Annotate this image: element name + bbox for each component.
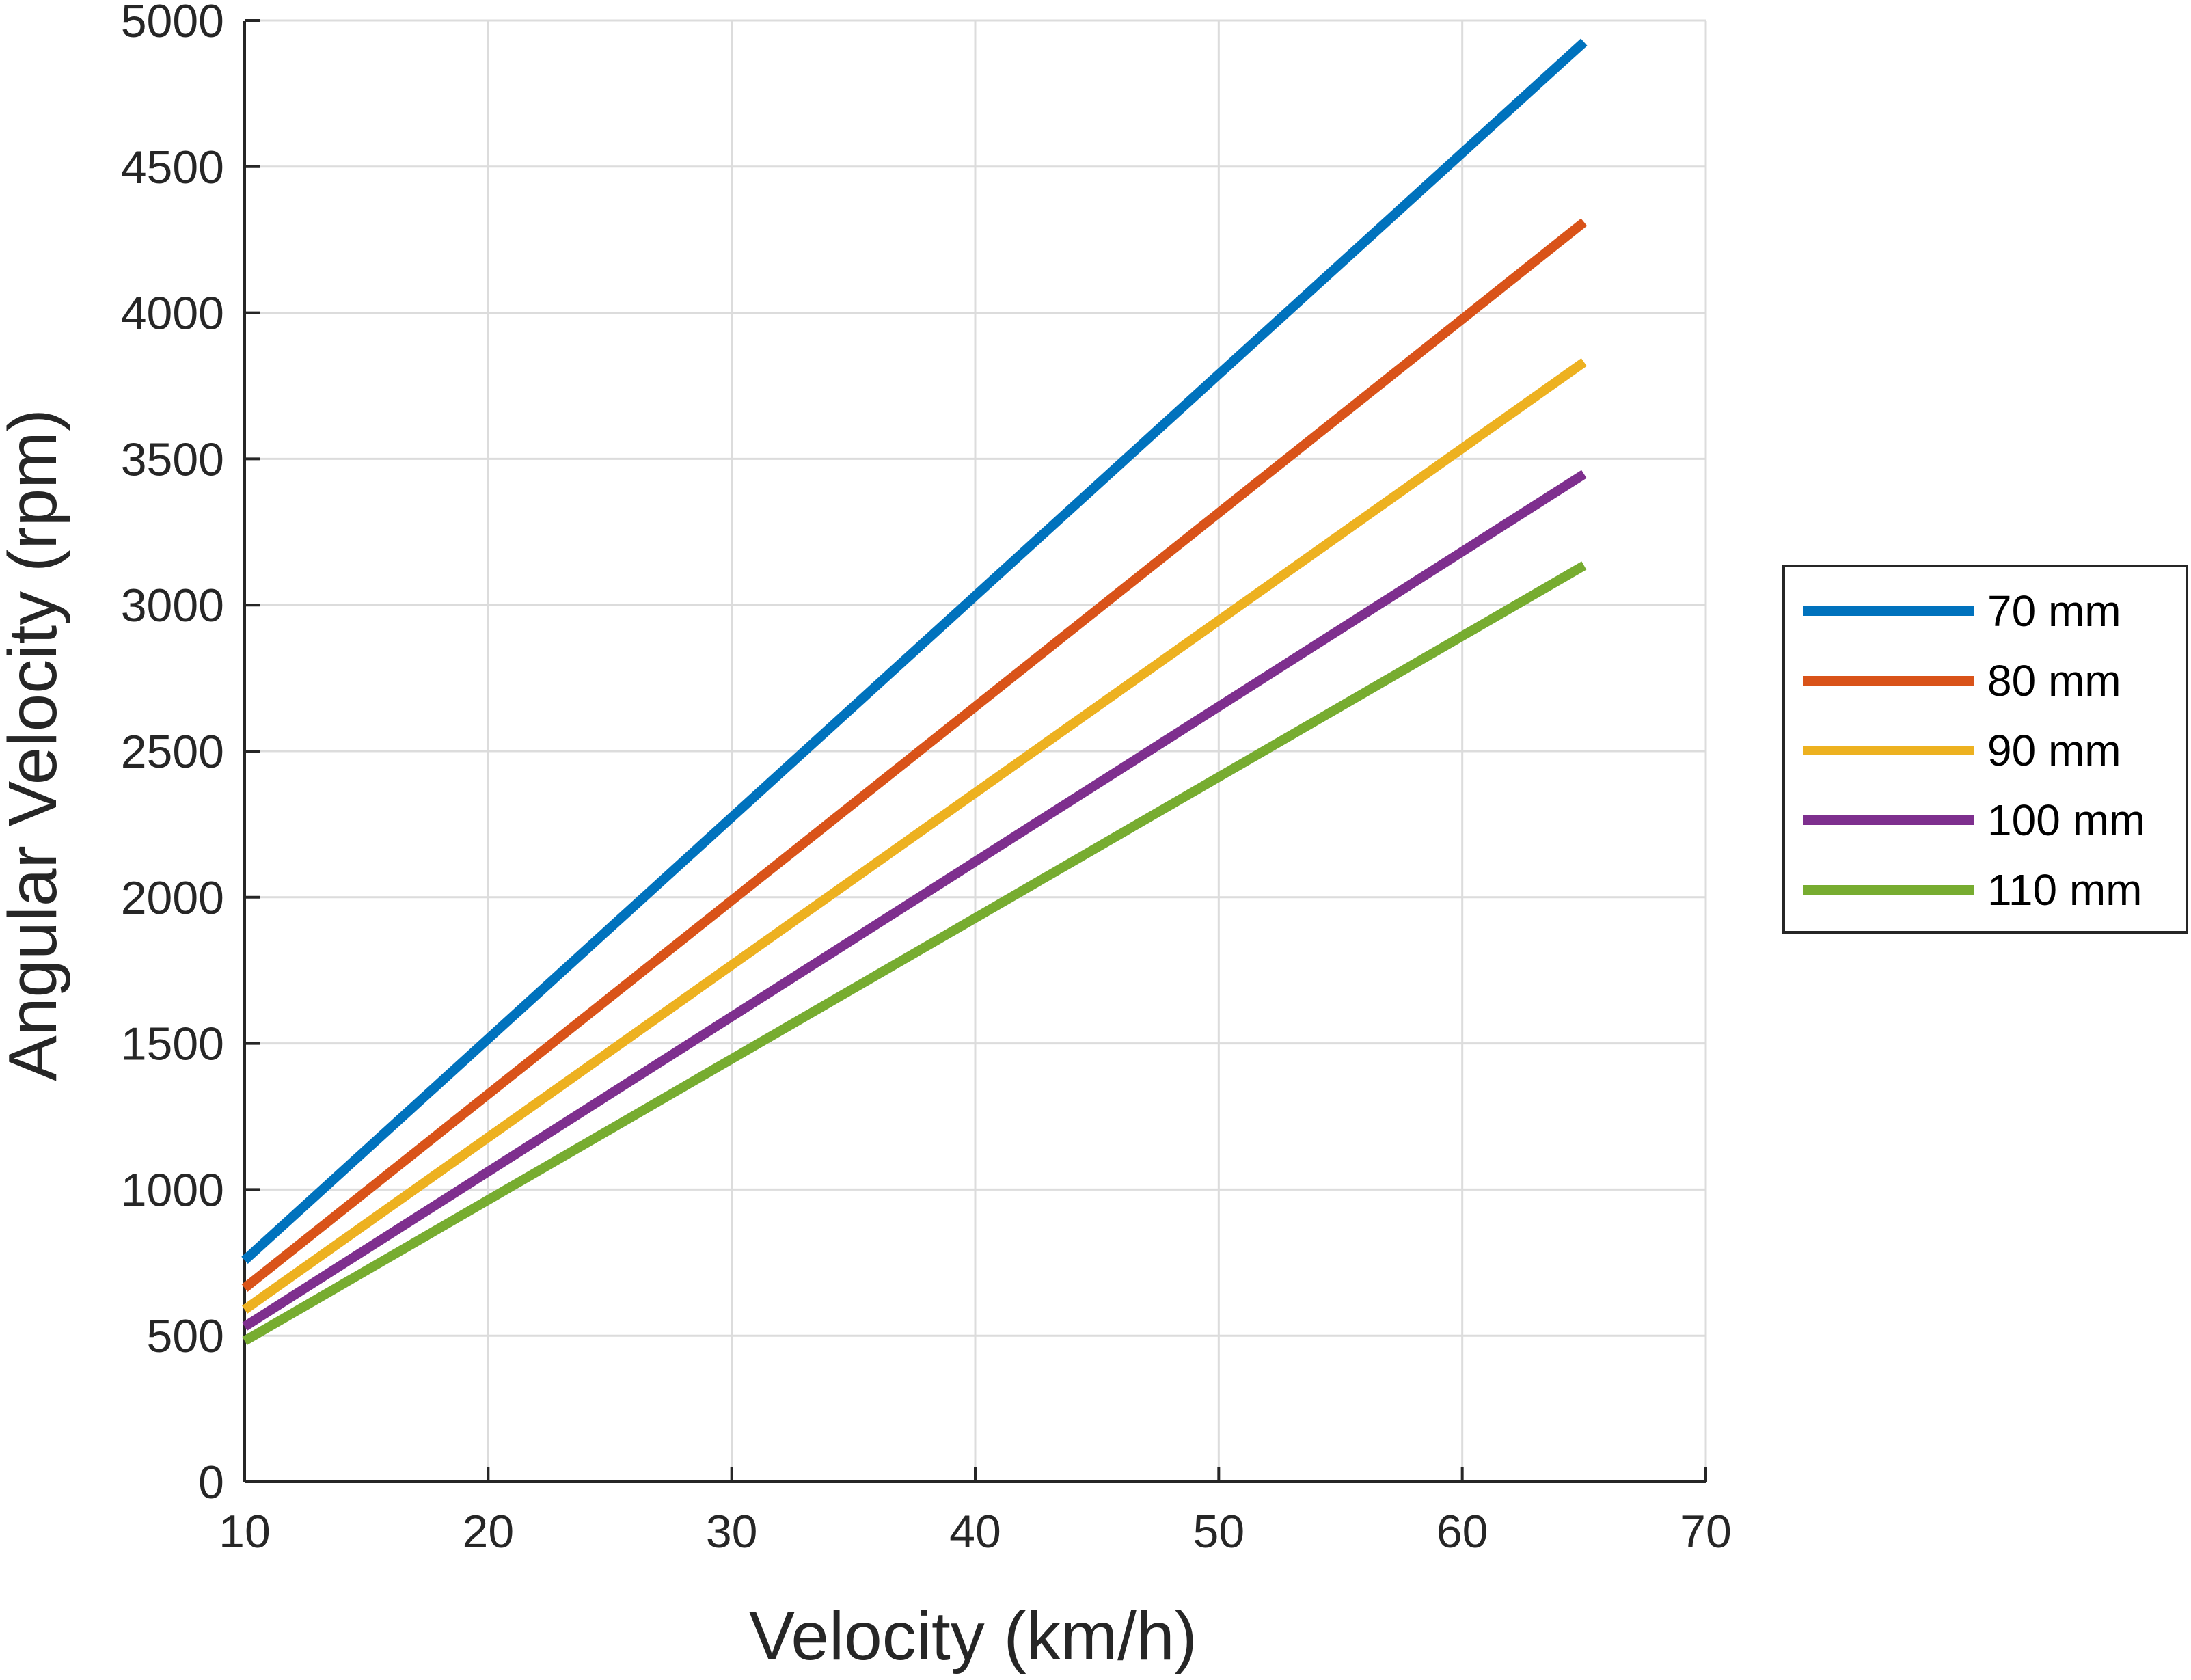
y-tick-label: 2000	[121, 872, 224, 924]
series-line	[242, 561, 1587, 1345]
legend-label: 110 mm	[1987, 865, 2142, 914]
x-tick-label: 60	[1437, 1506, 1488, 1558]
series-line	[241, 38, 1588, 1264]
legend-label: 70 mm	[1987, 586, 2121, 636]
y-tick-label: 0	[198, 1457, 224, 1508]
x-tick-label: 40	[949, 1506, 1001, 1558]
y-tick-label: 1500	[121, 1018, 224, 1070]
y-tick-label: 4500	[121, 141, 224, 193]
y-tick-label: 3500	[121, 433, 224, 485]
y-tick-label: 3000	[121, 580, 224, 632]
legend-label: 100 mm	[1987, 796, 2145, 845]
legend-label: 90 mm	[1987, 726, 2121, 775]
series-lines	[241, 38, 1588, 1345]
x-tick-label: 10	[219, 1506, 271, 1558]
y-tick-label: 1000	[121, 1164, 224, 1216]
y-tick-label: 2500	[121, 726, 224, 778]
legend-label: 80 mm	[1987, 656, 2121, 705]
y-tick-label: 500	[147, 1310, 224, 1362]
x-tick-label: 20	[463, 1506, 515, 1558]
x-tick-label: 50	[1193, 1506, 1245, 1558]
x-tick-label: 30	[706, 1506, 758, 1558]
y-axis-title: Angular Velocity (rpm)	[0, 409, 71, 1081]
y-tick-label: 4000	[121, 288, 224, 340]
y-tick-label: 5000	[121, 0, 224, 47]
legend: 70 mm 80 mm 90 mm 100 mm 110 mm	[1782, 565, 2188, 934]
x-tick-label: 70	[1680, 1506, 1732, 1558]
series-line	[242, 470, 1587, 1331]
axes	[243, 19, 1707, 1483]
x-axis-title: Velocity (km/h)	[749, 1598, 1197, 1675]
series-line	[241, 358, 1587, 1314]
tick-labels: 10 20 30 40 50 60 70 0 500 1000 1500 2000 2500 3000 35…	[121, 0, 1732, 1558]
series-line	[241, 218, 1588, 1292]
